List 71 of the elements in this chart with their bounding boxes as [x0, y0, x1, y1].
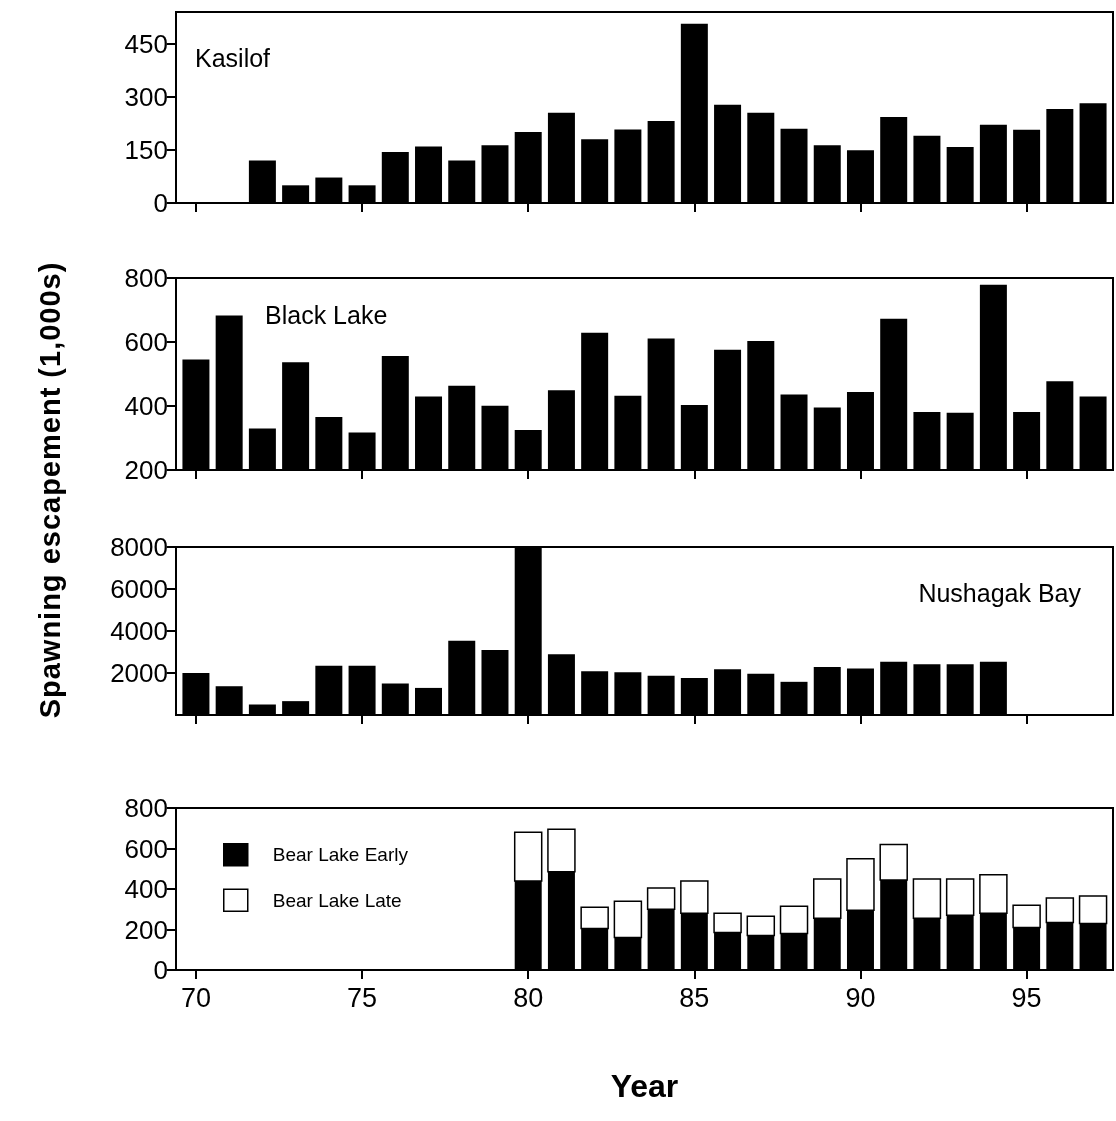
bar: [979, 661, 1007, 715]
y-tick-label: 600: [124, 833, 168, 864]
bar: [614, 129, 642, 203]
bar: [448, 640, 476, 715]
y-tick-label: 600: [124, 327, 168, 357]
bar: [1046, 108, 1074, 203]
bar: [547, 112, 575, 203]
bar: [215, 686, 243, 715]
text: Black Lake: [265, 300, 388, 329]
x-tick-label: 95: [1011, 982, 1042, 1013]
text: Kasilof: [195, 43, 271, 72]
bar: [381, 152, 409, 203]
bar: [415, 146, 443, 203]
x-tick-label: 70: [180, 982, 211, 1013]
y-tick-label: 400: [124, 874, 168, 904]
bar: [946, 147, 974, 203]
text: Nushagak Bay: [918, 578, 1082, 607]
y-tick-label: 300: [124, 81, 168, 112]
bar: [780, 681, 808, 715]
bar: [913, 135, 941, 203]
bar: [647, 675, 675, 715]
bar: [248, 704, 276, 715]
x-tick-label: 80: [513, 982, 544, 1013]
bar: [946, 664, 974, 715]
y-tick-label: 200: [124, 914, 168, 945]
bar: [714, 669, 742, 715]
bar: [315, 177, 343, 203]
x-tick-label: 85: [679, 982, 710, 1013]
bar: [381, 683, 409, 715]
bar: [813, 145, 841, 203]
bar: [913, 664, 941, 715]
bar: [714, 104, 742, 203]
bar: [282, 701, 310, 715]
bar: [647, 120, 675, 203]
bar: [547, 654, 575, 715]
y-tick-label: 2000: [110, 658, 168, 688]
x-tick-label: 90: [845, 982, 876, 1013]
bar: [248, 160, 276, 203]
y-axis-title: Spawning escapement (1,000s): [33, 261, 67, 719]
bar: [448, 160, 476, 203]
y-tick-label: 4000: [110, 616, 168, 646]
bar: [979, 124, 1007, 203]
y-tick-label: 200: [124, 455, 168, 485]
bar: [581, 671, 609, 715]
bar: [415, 687, 443, 715]
legend-label: Bear Lake Early: [272, 844, 409, 866]
bar: [880, 661, 908, 715]
y-tick-label: 400: [124, 391, 168, 421]
bar: [747, 673, 775, 715]
bar: [880, 117, 908, 203]
bar: [1079, 103, 1107, 203]
bar: [614, 672, 642, 715]
bar: [747, 112, 775, 203]
bar: [780, 128, 808, 203]
y-tick-label: 8000: [110, 532, 168, 562]
bar: [481, 145, 509, 203]
bar: [315, 665, 343, 715]
y-tick-label: 800: [124, 263, 168, 293]
x-tick-label: 75: [347, 982, 378, 1013]
x-axis-title: Year: [610, 1068, 679, 1104]
bar: [813, 666, 841, 715]
y-tick-label: 0: [153, 188, 168, 218]
y-tick-label: 150: [124, 134, 168, 165]
legend-label: Bear Lake Late: [272, 889, 402, 911]
y-tick-label: 450: [124, 28, 168, 59]
y-tick-label: 0: [153, 955, 168, 985]
y-tick-label: 800: [124, 793, 168, 823]
bar: [481, 649, 509, 715]
bar: [581, 139, 609, 203]
y-tick-label: 6000: [110, 574, 168, 604]
bar: [282, 185, 310, 203]
